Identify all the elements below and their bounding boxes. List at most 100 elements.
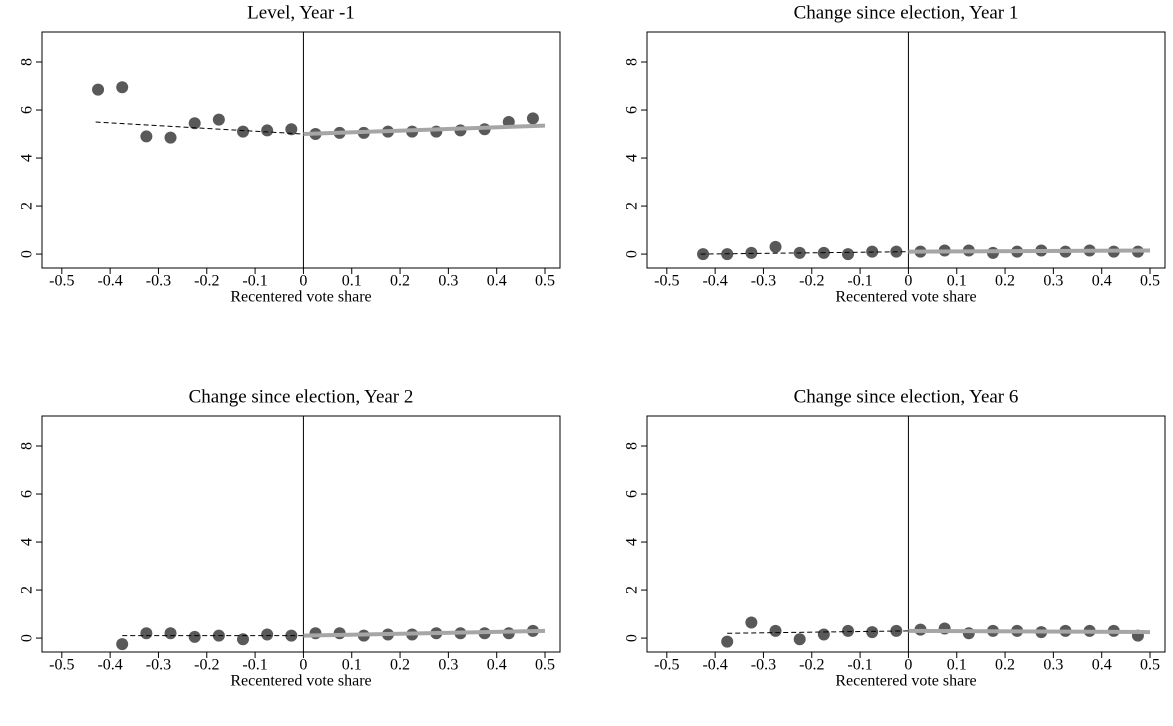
x-tick-label: -0.2: [799, 657, 824, 674]
x-tick-label: 0.3: [438, 657, 458, 674]
y-tick-label: 6: [624, 490, 641, 498]
y-tick-label: 2: [19, 586, 36, 594]
fit-line: [700, 251, 909, 255]
point: [769, 624, 782, 637]
x-tick-label: 0: [904, 273, 912, 290]
fit-line: [303, 123, 546, 137]
fit-line: [95, 121, 304, 135]
x-axis-label: Recentered vote share: [835, 289, 976, 306]
x-tick-label: 0.1: [342, 657, 362, 674]
x-axis-label: Recentered vote share: [230, 289, 371, 306]
x-tick-label: 0: [299, 657, 307, 674]
x-tick-label: -0.5: [49, 273, 74, 290]
x-tick-label: -0.2: [194, 273, 219, 290]
x-tick-label: 0: [299, 273, 307, 290]
x-tick-label: -0.4: [702, 657, 727, 674]
point: [140, 130, 153, 143]
x-axis-label: Recentered vote share: [230, 673, 371, 690]
x-tick-label: -0.3: [751, 657, 776, 674]
x-axis-label: Recentered vote share: [835, 673, 976, 690]
y-tick-label: 0: [19, 250, 36, 258]
y-tick-label: 2: [624, 586, 641, 594]
x-tick-label: 0.5: [1140, 657, 1160, 674]
y-tick-label: 0: [624, 250, 641, 258]
x-tick-label: -0.1: [242, 273, 267, 290]
fit-line: [303, 628, 546, 638]
x-tick-label: -0.4: [97, 657, 122, 674]
point: [842, 248, 855, 261]
point: [745, 616, 758, 629]
point: [212, 113, 225, 126]
panel-title: Change since election, Year 1: [794, 2, 1019, 23]
x-tick-label: -0.4: [702, 273, 727, 290]
point: [116, 81, 129, 94]
plot-frame: [646, 415, 1166, 653]
y-tick-label: 8: [19, 58, 36, 66]
fit-line: [908, 248, 1151, 254]
x-tick-label: 0.4: [1092, 273, 1112, 290]
x-tick-label: 0.1: [947, 657, 967, 674]
fit-line: [727, 630, 909, 634]
x-tick-label: 0.2: [390, 657, 410, 674]
x-tick-label: -0.3: [146, 273, 171, 290]
point: [92, 83, 105, 96]
y-tick-label: 0: [19, 634, 36, 642]
point: [769, 240, 782, 253]
x-tick-label: 0.2: [995, 657, 1015, 674]
panel-title: Change since election, Year 6: [794, 386, 1019, 407]
y-tick-label: 4: [624, 154, 641, 162]
x-tick-label: -0.4: [97, 273, 122, 290]
x-tick-label: -0.5: [49, 657, 74, 674]
x-tick-label: 0.3: [1043, 273, 1063, 290]
point: [817, 628, 830, 641]
point: [793, 633, 806, 646]
x-tick-label: 0.1: [947, 273, 967, 290]
panel-title: Change since election, Year 2: [189, 386, 414, 407]
point: [866, 626, 879, 639]
panel-title: Level, Year -1: [247, 2, 355, 23]
plot-frame: [646, 31, 1166, 269]
point: [237, 633, 250, 646]
x-tick-label: -0.2: [799, 273, 824, 290]
plot-frame: [41, 31, 561, 269]
x-tick-label: 0.4: [1092, 657, 1112, 674]
point: [526, 112, 539, 125]
x-tick-label: 0.3: [1043, 657, 1063, 674]
x-tick-label: 0: [904, 657, 912, 674]
x-tick-label: -0.1: [847, 657, 872, 674]
point: [164, 131, 177, 144]
point: [721, 635, 734, 648]
x-tick-label: -0.3: [146, 657, 171, 674]
y-tick-label: 6: [19, 106, 36, 114]
x-tick-label: 0.5: [535, 657, 555, 674]
x-tick-label: 0.5: [1140, 273, 1160, 290]
point: [188, 630, 201, 643]
y-tick-label: 8: [624, 58, 641, 66]
x-tick-label: 0.3: [438, 273, 458, 290]
x-tick-label: 0.2: [390, 273, 410, 290]
point: [116, 638, 129, 651]
point: [188, 117, 201, 130]
x-tick-label: -0.1: [242, 657, 267, 674]
point: [842, 624, 855, 637]
point: [285, 123, 298, 136]
x-tick-label: -0.2: [194, 657, 219, 674]
y-tick-label: 6: [19, 490, 36, 498]
y-tick-label: 0: [624, 634, 641, 642]
point: [261, 628, 274, 641]
point: [140, 627, 153, 640]
x-tick-label: 0.1: [342, 273, 362, 290]
y-tick-label: 4: [19, 154, 36, 162]
x-tick-label: -0.5: [654, 273, 679, 290]
x-tick-label: 0.2: [995, 273, 1015, 290]
x-tick-label: -0.5: [654, 657, 679, 674]
point: [237, 125, 250, 138]
y-tick-label: 4: [19, 538, 36, 546]
point: [745, 246, 758, 259]
fit-line: [908, 628, 1151, 635]
point: [962, 627, 975, 640]
x-tick-label: -0.1: [847, 273, 872, 290]
x-tick-label: -0.3: [751, 273, 776, 290]
x-tick-label: 0.4: [487, 657, 507, 674]
